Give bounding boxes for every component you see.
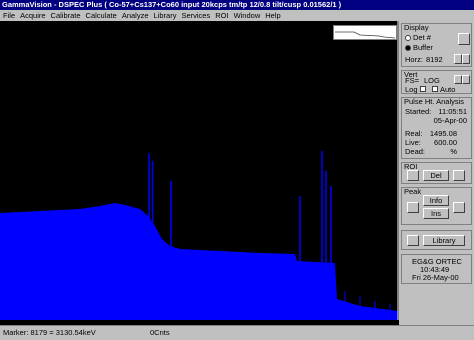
- field-value: %: [450, 147, 457, 156]
- log-checkbox[interactable]: [420, 86, 426, 92]
- group-heading: Display: [404, 23, 429, 32]
- peak-group: Peak Info Ins: [401, 187, 472, 225]
- library-prev[interactable]: [407, 235, 419, 246]
- detector-button[interactable]: [458, 33, 470, 45]
- menu-item[interactable]: Calculate: [85, 11, 117, 20]
- checkbox-label: Auto: [440, 85, 456, 94]
- field-value: LOG: [424, 76, 440, 85]
- field-label: FS=: [405, 76, 419, 85]
- menu-bar: File Acquire Calibrate Calculate Analyze Libr…: [0, 10, 474, 21]
- clock-time: 10:43:49: [420, 265, 450, 274]
- field-value: 1495.08: [429, 129, 457, 138]
- menu-item[interactable]: Analyze: [121, 11, 149, 20]
- counts-readout: 0Cnts: [150, 328, 170, 337]
- full-spectrum-preview[interactable]: [333, 25, 397, 40]
- menu-item[interactable]: Acquire: [20, 11, 46, 20]
- spectrum: [0, 21, 399, 320]
- vert-group: Vert FS= LOG Log Auto: [401, 70, 472, 94]
- field-label: Horz:: [405, 55, 423, 64]
- spectrum-plot[interactable]: [0, 21, 399, 325]
- library-button[interactable]: Library: [423, 235, 465, 246]
- field-label: Live:: [405, 138, 421, 147]
- menu-item[interactable]: Services: [181, 11, 211, 20]
- peak-prev[interactable]: [407, 202, 419, 213]
- ins-button[interactable]: Ins: [423, 208, 449, 219]
- info-button[interactable]: Info: [423, 195, 449, 206]
- checkbox-label: Log: [405, 85, 418, 94]
- marker-readout: Marker: 8179 = 3130.54keV: [3, 328, 96, 337]
- field-value: 05-Apr-00: [433, 116, 467, 125]
- pha-group: Pulse Ht. Analysis Started: 11:05:51 05-…: [401, 97, 472, 159]
- auto-checkbox[interactable]: [432, 86, 438, 92]
- buffer-radio[interactable]: [405, 45, 411, 51]
- roi-prev[interactable]: [407, 170, 419, 181]
- radio-label: Buffer: [413, 43, 433, 52]
- menu-item[interactable]: Library: [153, 11, 177, 20]
- scale-up[interactable]: [462, 75, 470, 84]
- group-heading: Vert: [404, 70, 418, 79]
- menu-item[interactable]: Calibrate: [50, 11, 81, 20]
- radio-label: Det #: [413, 33, 431, 42]
- title-bar: GammaVision - DSPEC Plus ( Co-57+Cs137+C…: [0, 0, 474, 10]
- field-value: 11:05:51: [438, 107, 467, 116]
- clock-date: Fri 26-May-00: [412, 273, 459, 282]
- det-radio[interactable]: [405, 35, 411, 41]
- field-label: Dead:: [405, 147, 426, 156]
- scale-down[interactable]: [454, 75, 462, 84]
- peak-next[interactable]: [453, 202, 465, 213]
- status-bar: Marker: 8179 = 3130.54keV 0Cnts: [0, 325, 474, 340]
- field-label: Started:: [405, 107, 432, 116]
- menu-item[interactable]: Help: [265, 11, 281, 20]
- field-label: Real:: [405, 129, 423, 138]
- company-label: EG&G ORTEC: [412, 257, 462, 266]
- spectrum-fill: [0, 203, 398, 320]
- group-heading: Peak: [404, 187, 422, 196]
- zoom-up[interactable]: [462, 54, 470, 64]
- spectrum-tail: [344, 291, 391, 320]
- field-value: 600.00: [434, 138, 457, 147]
- menu-item[interactable]: ROI: [215, 11, 229, 20]
- control-panel: Display Det # Buffer Horz: 8192 Vert FS=…: [400, 21, 474, 325]
- del-button[interactable]: Del: [423, 170, 449, 181]
- field-value: 8192: [426, 55, 443, 64]
- group-heading: ROI: [404, 162, 418, 171]
- display-group: Display Det # Buffer Horz: 8192: [401, 23, 472, 67]
- library-group: Library: [401, 230, 472, 250]
- zoom-down[interactable]: [454, 54, 462, 64]
- menu-item[interactable]: Window: [233, 11, 261, 20]
- roi-group: ROI Del: [401, 162, 472, 184]
- menu-item[interactable]: File: [3, 11, 16, 20]
- group-heading: Pulse Ht. Analysis: [404, 97, 465, 106]
- roi-next[interactable]: [453, 170, 465, 181]
- preview-trace: [335, 31, 396, 39]
- spectrum-peaks: [148, 151, 332, 320]
- clock-group: EG&G ORTEC 10:43:49 Fri 26-May-00: [401, 254, 472, 284]
